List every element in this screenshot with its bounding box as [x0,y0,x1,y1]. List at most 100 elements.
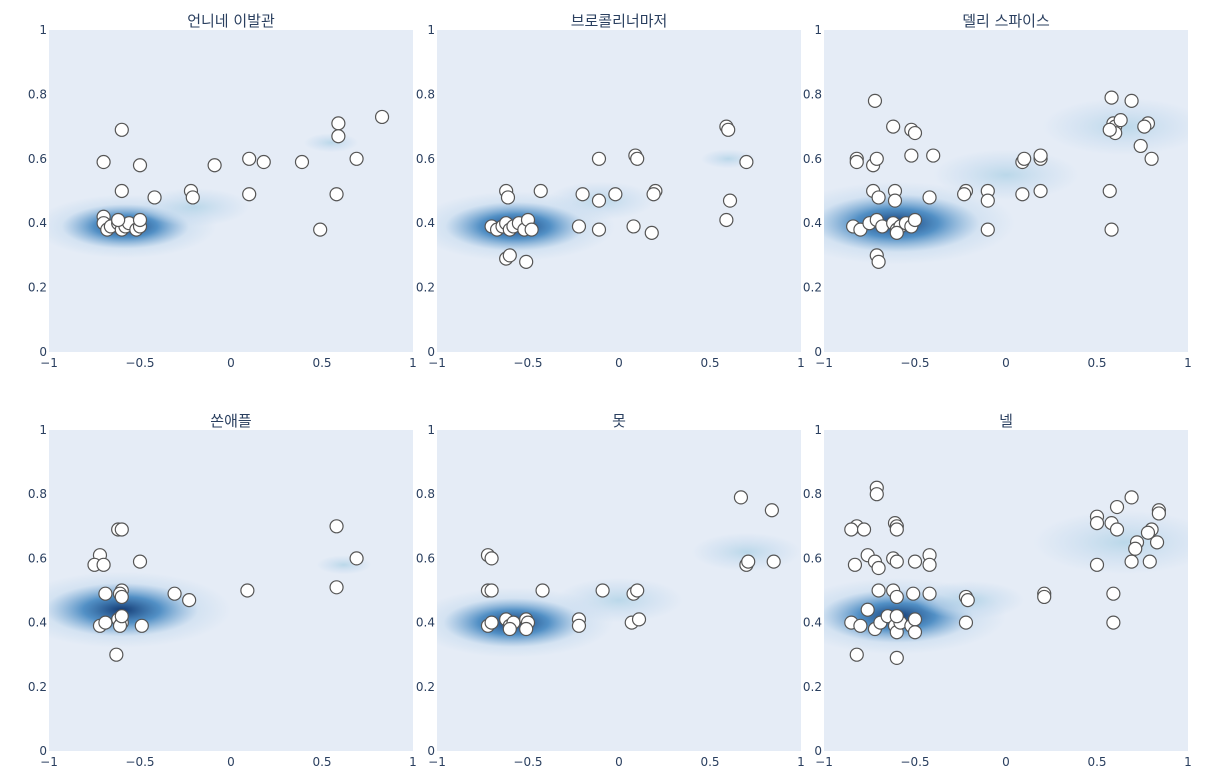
y-tick-label: 0.4 [803,616,822,630]
points-layer [96,109,390,237]
y-tick-label: 0.8 [416,487,435,501]
data-point [182,593,197,608]
data-point [1037,589,1052,605]
data-point [626,219,641,234]
data-point [886,119,901,134]
data-point [1015,187,1030,202]
data-point [719,212,734,228]
data-point [856,522,872,537]
data-point [889,589,904,605]
x-tick-label: −0.5 [125,356,154,370]
data-point [980,222,995,237]
data-point [889,609,904,624]
y-tick-label: 0.8 [416,87,435,101]
data-point [519,621,534,637]
x-tick-label: −1 [815,755,833,769]
x-tick-label: 0.5 [700,755,719,769]
data-point [1102,122,1117,137]
data-point [907,554,923,569]
data-point [733,490,749,505]
data-point [96,154,111,170]
data-point [1113,113,1128,128]
y-tick-label: 0.8 [803,487,822,501]
data-point [922,557,937,572]
data-point [922,586,937,601]
data-point [502,621,517,637]
data-point [329,519,344,534]
data-point [741,554,756,569]
subplot-2: 브로콜리너마저 0 0.2 0.4 0.6 0.8 1 −1 −0.5 0 0.5 1 [416,12,805,370]
data-point [484,551,499,566]
x-tick-label: 0.5 [312,755,331,769]
density-region [1042,97,1188,156]
y-tick-label: 1 [39,23,47,37]
data-point [1124,490,1139,505]
y-tick-label: 0.2 [416,281,435,295]
x-tick-label: 0 [615,755,623,769]
y-tick-label: 0 [427,744,435,758]
y-tick-label: 1 [814,23,822,37]
plot-background [49,30,413,352]
data-point [500,190,516,205]
points-layer [87,519,364,662]
y-tick-label: 0 [814,744,822,758]
data-point [1109,522,1125,537]
data-point [242,151,257,166]
data-point [114,522,129,537]
data-point [847,557,863,572]
x-tick-label: 1 [409,755,417,769]
x-tick-label: 1 [797,356,805,370]
subplot-5: 못 0 0.2 0.4 0.6 0.8 1 −1 −0.5 0 0.5 1 [416,412,805,769]
subplot-title: 언니네 이발관 [187,12,275,30]
data-point [926,148,941,163]
data-point [132,158,148,173]
data-point [329,580,344,595]
points-layer [484,119,754,269]
data-point [1089,557,1105,572]
x-tick-label: 1 [1184,356,1192,370]
data-point [1128,541,1143,556]
data-point [1106,586,1121,601]
data-point [331,116,346,131]
data-point [185,190,200,205]
subplot-title: 넬 [999,412,1013,430]
data-point [889,554,904,569]
data-point [739,154,754,170]
data-point [591,193,607,208]
x-tick-label: −1 [428,356,446,370]
x-tick-label: −1 [40,356,58,370]
data-point [1033,183,1048,199]
data-point [132,212,148,228]
data-point [109,647,124,662]
subplot-6: 넬 0 0.2 0.4 0.6 0.8 1 −1 −0.5 0 0.5 1 [803,412,1192,769]
data-point [644,225,659,240]
y-tick-label: 0.4 [28,216,47,230]
data-point [889,522,904,537]
data-point [630,151,645,166]
x-tick-label: −1 [428,755,446,769]
data-point [980,193,995,208]
data-point [98,586,113,601]
data-point [1106,615,1121,630]
data-point [869,487,884,502]
points-layer [844,480,1166,666]
y-tick-label: 0.2 [28,281,47,295]
y-tick-label: 0.6 [803,551,822,565]
subplot-title: 브로콜리너마저 [571,12,668,30]
data-point [860,602,875,617]
y-tick-label: 1 [814,423,822,437]
data-point [313,222,328,237]
y-tick-label: 0.6 [416,551,435,565]
data-point [722,193,738,208]
data-point [871,583,886,598]
data-point [329,187,344,202]
subplot-title: 못 [612,412,626,430]
y-tick-label: 0.8 [28,487,47,501]
data-point [595,583,610,598]
x-tick-label: 0 [1002,755,1010,769]
y-tick-label: 0 [39,744,47,758]
subplot-3: 델리 스파이스 0 0.2 0.4 0.6 0.8 1 −1 −0.5 0 0.5 1 [803,12,1192,370]
data-point [1104,222,1119,237]
data-point [1151,506,1166,521]
